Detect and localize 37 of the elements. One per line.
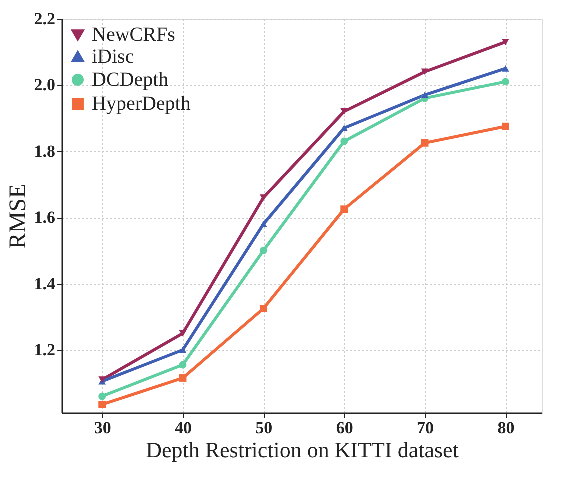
point [502,38,510,46]
y-tick-label: 2.2 [34,10,56,28]
point [502,122,510,130]
x-tick-label: 30 [94,418,112,438]
legend-label: NewCRFs [92,24,176,46]
legend-label: iDisc [92,46,134,68]
point [421,92,429,98]
x-tick-label: 50 [256,418,273,438]
x-tick-label: 40 [175,418,192,438]
point [260,247,268,254]
x-tick-label: 70 [417,418,434,438]
y-axis-title: RMSE [5,184,32,250]
point [179,361,187,369]
point [421,68,429,76]
x-axis-title: Depth Restriction on KITTI dataset [146,438,459,462]
y-tick-label: 1.6 [34,208,56,228]
y-tick-label: 2.0 [34,76,56,95]
legend-label: DCDepth [92,69,169,91]
y-tick-label: 1.2 [34,340,56,360]
y-tick-label: 1.8 [34,142,56,161]
x-tick-label: 80 [498,418,515,438]
point [502,65,510,72]
point [260,305,268,312]
point [340,138,348,146]
point [502,78,510,86]
point [98,392,106,400]
point [179,330,187,337]
point [421,139,429,147]
x-tick-label: 60 [336,418,354,438]
y-tick-label: 1.4 [34,274,56,294]
point [260,221,268,228]
point [179,374,187,382]
point [98,401,106,408]
point [179,346,187,354]
point [340,206,348,214]
legend-label: HyperDepth [92,93,191,115]
point [340,108,348,115]
